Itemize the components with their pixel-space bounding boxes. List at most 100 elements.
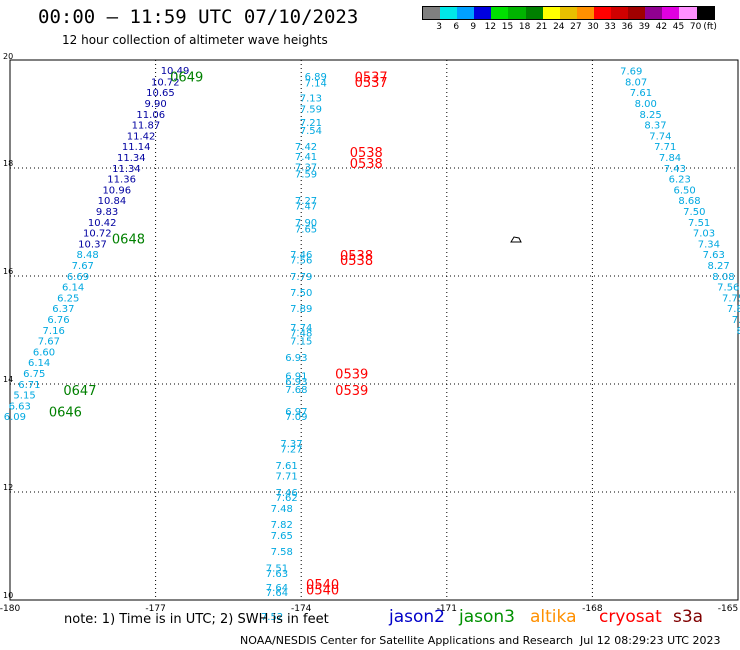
colorbar-tick-label: 36: [621, 22, 633, 32]
jason3-swh-value: 7.43: [664, 164, 686, 175]
jason2-swh-value: 11.42: [127, 131, 156, 142]
footer-timestamp: Jul 12 08:29:23 UTC 2023: [580, 634, 721, 647]
jason3-swh-value: 6.14: [62, 283, 84, 294]
jason3-swh-value: 6.37: [52, 304, 74, 315]
time-stamp-label: 0540: [306, 584, 339, 599]
colorbar-tick-label: 21: [535, 22, 548, 32]
jason3-swh-value: 7.34: [698, 239, 720, 250]
jason3-swh-value: 6.93: [285, 377, 307, 388]
colorbar-tick-label: 9: [470, 22, 477, 32]
jason3-swh-value: 7.42: [295, 142, 317, 153]
jason2-swh-value: 11.36: [107, 175, 136, 186]
colorbar-tick-label: 42: [655, 22, 668, 32]
jason3-swh-value: 8.68: [678, 196, 700, 207]
y-tick-label: 16: [3, 267, 13, 276]
jason3-swh-value: 8.37: [644, 121, 666, 132]
colorbar-tick-label: 6: [453, 22, 460, 32]
jason3-swh-value: 6.69: [67, 272, 89, 283]
jason3-swh-value: 7.58: [271, 547, 293, 558]
jason3-swh-value: 7.21: [300, 118, 322, 129]
colorbar-swatch: [474, 7, 492, 19]
jason3-swh-value: 7.65: [271, 531, 293, 542]
colorbar-swatch: [559, 7, 577, 19]
jason3-swh-value: 8.48: [77, 250, 99, 261]
colorbar-swatch: [679, 7, 697, 19]
colorbar-swatch: [662, 7, 680, 19]
plot-grid: [10, 60, 738, 600]
jason3-swh-value: 7.59: [295, 170, 317, 181]
jason3-swh-value: 8.25: [640, 110, 662, 121]
legend-jason2: jason2: [389, 607, 445, 627]
jason3-swh-value: 7.09: [285, 412, 307, 423]
colorbar-swatch: [611, 7, 629, 19]
jason3-swh-value: 7.14: [305, 78, 327, 89]
y-tick-label: 18: [3, 159, 13, 168]
jason3-swh-value: 7.62: [276, 493, 298, 504]
jason2-swh-value: 11.14: [122, 142, 151, 153]
colorbar-swatch: [491, 7, 509, 19]
colorbar-swatch: [645, 7, 663, 19]
colorbar-cells: [422, 6, 715, 20]
legend-jason3: jason3: [459, 607, 515, 627]
jason3-swh-value: 8.75: [737, 326, 740, 337]
colorbar-tick-label: 12: [484, 22, 497, 32]
jason3-swh-value: 7.63: [703, 250, 725, 261]
time-stamp-label: 0537: [355, 76, 388, 91]
jason3-swh-value: 7.74: [290, 323, 312, 334]
jason3-swh-value: 7.41: [295, 152, 317, 163]
time-stamp-label: 0538: [350, 146, 383, 161]
y-tick-label: 12: [3, 483, 13, 492]
jason3-swh-value: 7.52: [261, 612, 283, 623]
jason3-swh-value: 7.75: [722, 293, 740, 304]
x-tick-label: -168: [582, 604, 603, 614]
colorbar-swatch: [423, 7, 441, 19]
jason2-swh-value: 10.37: [78, 239, 107, 250]
jason3-swh-value: 7.27: [280, 445, 302, 456]
jason3-swh-value: 6.23: [669, 175, 691, 186]
jason3-swh-value: 7.71: [276, 472, 298, 483]
jason3-swh-value: 7.68: [285, 385, 307, 396]
y-tick-label: 10: [3, 591, 13, 600]
jason3-swh-value: 6.09: [4, 412, 26, 423]
jason3-swh-value: 5.15: [13, 391, 35, 402]
jason3-swh-value: 7.84: [659, 153, 681, 164]
jason3-swh-value: 7.64: [266, 588, 288, 599]
jason3-swh-value: 6.75: [23, 369, 45, 380]
jason3-swh-value: 7.39: [732, 315, 740, 326]
colorbar-tick-label: 27: [570, 22, 582, 32]
x-tick-label: -171: [437, 604, 457, 614]
time-stamp-label: 0538: [340, 254, 373, 269]
time-stamp-label: 0539: [335, 368, 368, 383]
jason3-swh-value: 7.71: [654, 142, 676, 153]
jason3-swh-value: 7.67: [72, 261, 94, 272]
jason3-swh-value: 7.51: [266, 563, 288, 574]
jason3-swh-value: 8.27: [707, 261, 729, 272]
jason3-swh-value: 6.14: [28, 358, 50, 369]
colorbar-swatch: [628, 7, 646, 19]
time-stamp-label: 0539: [335, 384, 368, 399]
jason2-swh-value: 10.42: [88, 218, 117, 229]
jason3-swh-value: 7.59: [300, 104, 322, 115]
jason3-swh-value: 7.74: [649, 131, 671, 142]
x-tick-label: -165: [718, 604, 738, 614]
jason3-swh-value: 7.37: [280, 439, 302, 450]
jason3-swh-value: 7.46: [276, 488, 298, 499]
x-tick-label: -180: [0, 604, 20, 614]
jason3-swh-value: 7.03: [693, 229, 715, 240]
time-stamp-label: 0649: [170, 71, 203, 86]
plot-axes: -180 -177 -174 -171 -168 -165 10 12 14 16 18 20: [0, 52, 738, 614]
time-stamp-label: 0540: [306, 578, 339, 593]
jason3-swh-value: 7.50: [290, 288, 312, 299]
footer-credit: NOAA/NESDIS Center for Satellite Applica…: [240, 634, 574, 647]
data-points: 10.4910.7210.659.9011.0611.8711.4211.141…: [4, 66, 740, 623]
jason3-swh-value: 7.46: [290, 250, 312, 261]
colorbar-swatch: [457, 7, 475, 19]
colorbar-swatch: [508, 7, 526, 19]
jason3-swh-value: 6.63: [9, 401, 31, 412]
legend-altika: altika: [530, 607, 577, 627]
time-stamp-label: 0538: [350, 157, 383, 172]
jason3-swh-value: 6.91: [285, 372, 307, 383]
jason2-swh-value: 10.65: [146, 88, 175, 99]
jason2-swh-value: 10.96: [102, 185, 131, 196]
jason3-swh-value: 7.63: [266, 569, 288, 580]
